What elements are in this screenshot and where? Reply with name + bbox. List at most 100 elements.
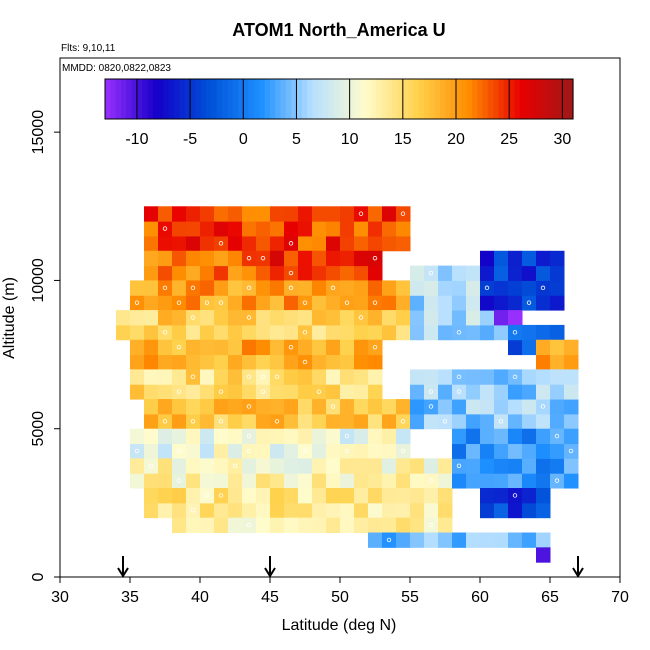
heatmap-cell bbox=[494, 265, 509, 281]
heatmap-cell bbox=[186, 295, 201, 311]
heatmap-cell bbox=[228, 399, 243, 415]
measurement-marker bbox=[148, 463, 154, 468]
heatmap-cell bbox=[186, 310, 201, 326]
heatmap-cell bbox=[214, 413, 229, 430]
colorbar-segment bbox=[535, 79, 542, 119]
measurement-marker bbox=[246, 315, 252, 320]
colorbar-segment bbox=[248, 79, 255, 119]
heatmap-cell bbox=[522, 295, 537, 311]
heatmap-cell bbox=[214, 443, 229, 459]
colorbar-segment bbox=[259, 79, 266, 119]
heatmap-cell bbox=[256, 206, 271, 222]
heatmap-cell bbox=[368, 339, 383, 356]
heatmap-cell bbox=[340, 517, 355, 534]
heatmap-cell bbox=[494, 310, 509, 326]
heatmap-cell bbox=[368, 428, 383, 445]
heatmap-cell bbox=[326, 443, 341, 459]
heatmap-cell bbox=[242, 517, 257, 534]
heatmap-cell bbox=[144, 324, 159, 341]
heatmap-cell bbox=[438, 280, 453, 296]
measurement-marker bbox=[302, 448, 308, 454]
heatmap-cell bbox=[480, 428, 495, 445]
heatmap-cell bbox=[312, 265, 327, 281]
heatmap-cell bbox=[424, 324, 439, 341]
heatmap-cell bbox=[256, 295, 271, 311]
colorbar-tick-label: 30 bbox=[553, 131, 571, 148]
heatmap-cell bbox=[144, 399, 159, 415]
heatmap-cell bbox=[382, 443, 397, 459]
heatmap-cell bbox=[298, 354, 313, 370]
heatmap-cell bbox=[396, 488, 411, 504]
measurement-marker bbox=[400, 211, 406, 216]
heatmap-cell bbox=[522, 413, 537, 430]
heatmap-cell bbox=[270, 280, 285, 296]
heatmap-cell bbox=[536, 458, 551, 474]
measurement-marker bbox=[330, 285, 336, 291]
colorbar-segment bbox=[333, 79, 340, 119]
heatmap-cell bbox=[382, 413, 397, 430]
heatmap-cell bbox=[298, 310, 313, 326]
heatmap-cell bbox=[172, 458, 187, 474]
heatmap-cell bbox=[172, 295, 187, 311]
heatmap-cell bbox=[172, 354, 187, 370]
heatmap-cell bbox=[410, 458, 425, 474]
heatmap-cell bbox=[172, 339, 187, 356]
heatmap-cell bbox=[256, 324, 271, 341]
colorbar-segment bbox=[152, 79, 159, 119]
colorbar-segment bbox=[530, 79, 537, 119]
heatmap-cell bbox=[466, 428, 481, 445]
heatmap-cell bbox=[172, 488, 187, 504]
colorbar-segment bbox=[285, 79, 292, 119]
heatmap-cell bbox=[396, 206, 411, 222]
measurement-marker bbox=[456, 374, 462, 380]
heatmap-cell bbox=[200, 265, 215, 281]
heatmap-cell bbox=[270, 295, 285, 311]
heatmap-cell bbox=[410, 324, 425, 341]
heatmap-cell bbox=[452, 413, 467, 430]
heatmap-cell bbox=[522, 369, 537, 385]
heatmap-cell bbox=[130, 324, 145, 341]
heatmap-cell bbox=[410, 295, 425, 311]
colorbar-segment bbox=[206, 79, 212, 119]
heatmap-cell bbox=[312, 310, 327, 326]
colorbar-segment bbox=[402, 79, 409, 119]
heatmap-cell bbox=[536, 384, 551, 400]
heatmap-cell bbox=[550, 295, 565, 311]
heatmap-cell bbox=[522, 324, 537, 341]
heatmap-cell bbox=[354, 384, 369, 400]
measurement-marker bbox=[512, 330, 518, 335]
heatmap-cell bbox=[326, 413, 341, 430]
heatmap-cell bbox=[270, 517, 285, 534]
heatmap-cell bbox=[312, 458, 327, 474]
heatmap-cell bbox=[508, 250, 523, 267]
heatmap-cell bbox=[158, 265, 173, 281]
heatmap-cell bbox=[382, 458, 397, 474]
measurement-marker bbox=[456, 463, 462, 468]
heatmap-cell bbox=[508, 384, 523, 400]
heatmap-cell bbox=[368, 324, 383, 341]
heatmap-cell bbox=[438, 324, 453, 341]
heatmap-cell bbox=[186, 369, 201, 385]
x-tick-label: 60 bbox=[471, 589, 489, 606]
x-tick-label: 70 bbox=[611, 589, 629, 606]
measurement-marker bbox=[204, 493, 210, 498]
heatmap-cell bbox=[284, 354, 299, 370]
heatmap-cell bbox=[494, 473, 509, 489]
heatmap-cell bbox=[354, 443, 369, 459]
heatmap-cell bbox=[242, 458, 257, 474]
heatmap-cell bbox=[270, 488, 285, 504]
heatmap-cell bbox=[340, 339, 355, 356]
measurement-marker bbox=[512, 374, 518, 380]
colorbar-segment bbox=[413, 79, 420, 119]
heatmap-cell bbox=[298, 339, 313, 356]
heatmap-cell bbox=[256, 354, 271, 370]
heatmap-cell bbox=[480, 399, 495, 415]
heatmap-cell bbox=[270, 413, 285, 430]
heatmap-cell bbox=[130, 369, 145, 385]
measurement-marker bbox=[176, 448, 182, 454]
heatmap-cell bbox=[452, 280, 467, 296]
measurement-marker bbox=[260, 389, 266, 394]
heatmap-cell bbox=[214, 458, 229, 474]
heatmap-cell bbox=[452, 532, 467, 548]
measurement-marker bbox=[400, 419, 406, 424]
